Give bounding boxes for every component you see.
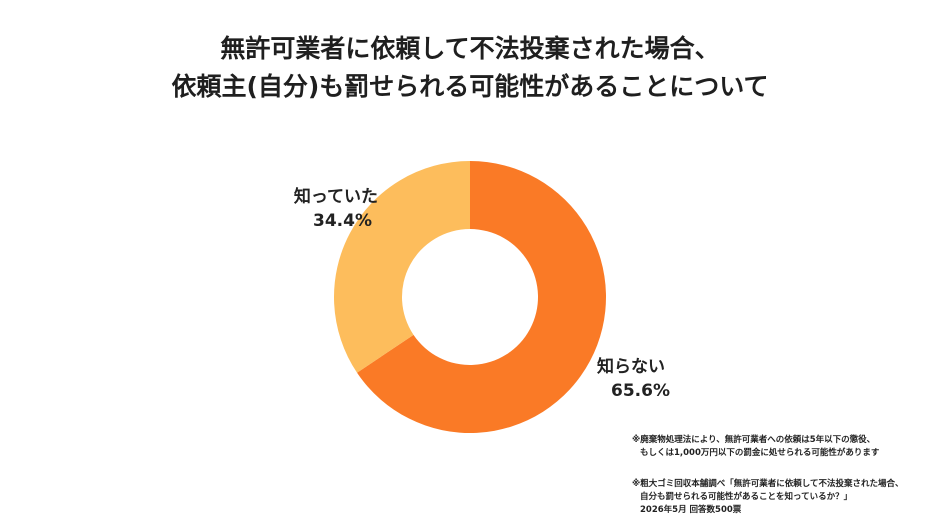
slice-label-known: 知っていた 34.4% xyxy=(282,185,378,233)
footnote-2-line-1: ※粗大ゴミ回収本舗調べ「無許可業者に依頼して不法投棄された場合、 xyxy=(632,479,904,489)
footnote-2-line-3: 2026年5月 回答数500票 xyxy=(640,505,742,515)
slice-label-unknown-value: 65.6% xyxy=(611,381,670,401)
slice-label-known-value: 34.4% xyxy=(313,211,372,231)
donut-slice-known xyxy=(334,161,470,373)
slice-label-unknown: 知らない 65.6% xyxy=(597,355,707,403)
slice-label-unknown-name: 知らない xyxy=(597,357,665,377)
footnote-1-line-1: ※廃棄物処理法により、無許可業者への依頼は5年以下の懲役、 xyxy=(632,435,876,445)
donut-slice-unknown xyxy=(357,161,606,433)
chart-title: 無許可業者に依頼して不法投棄された場合、 依頼主(自分)も罰せられる可能性がある… xyxy=(0,30,940,106)
footnote-1-line-2: もしくは1,000万円以下の罰金に処せられる可能性があります xyxy=(640,448,880,458)
slice-label-known-name: 知っていた xyxy=(293,187,378,207)
chart-title-line-2: 依頼主(自分)も罰せられる可能性があることについて xyxy=(171,72,769,101)
footnotes: ※廃棄物処理法により、無許可業者への依頼は5年以下の懲役、 もしくは1,000万… xyxy=(632,434,932,517)
footnote-2-line-2: 自分も罰せられる可能性があることを知っているか？」 xyxy=(640,492,853,502)
chart-title-line-1: 無許可業者に依頼して不法投棄された場合、 xyxy=(220,34,720,63)
